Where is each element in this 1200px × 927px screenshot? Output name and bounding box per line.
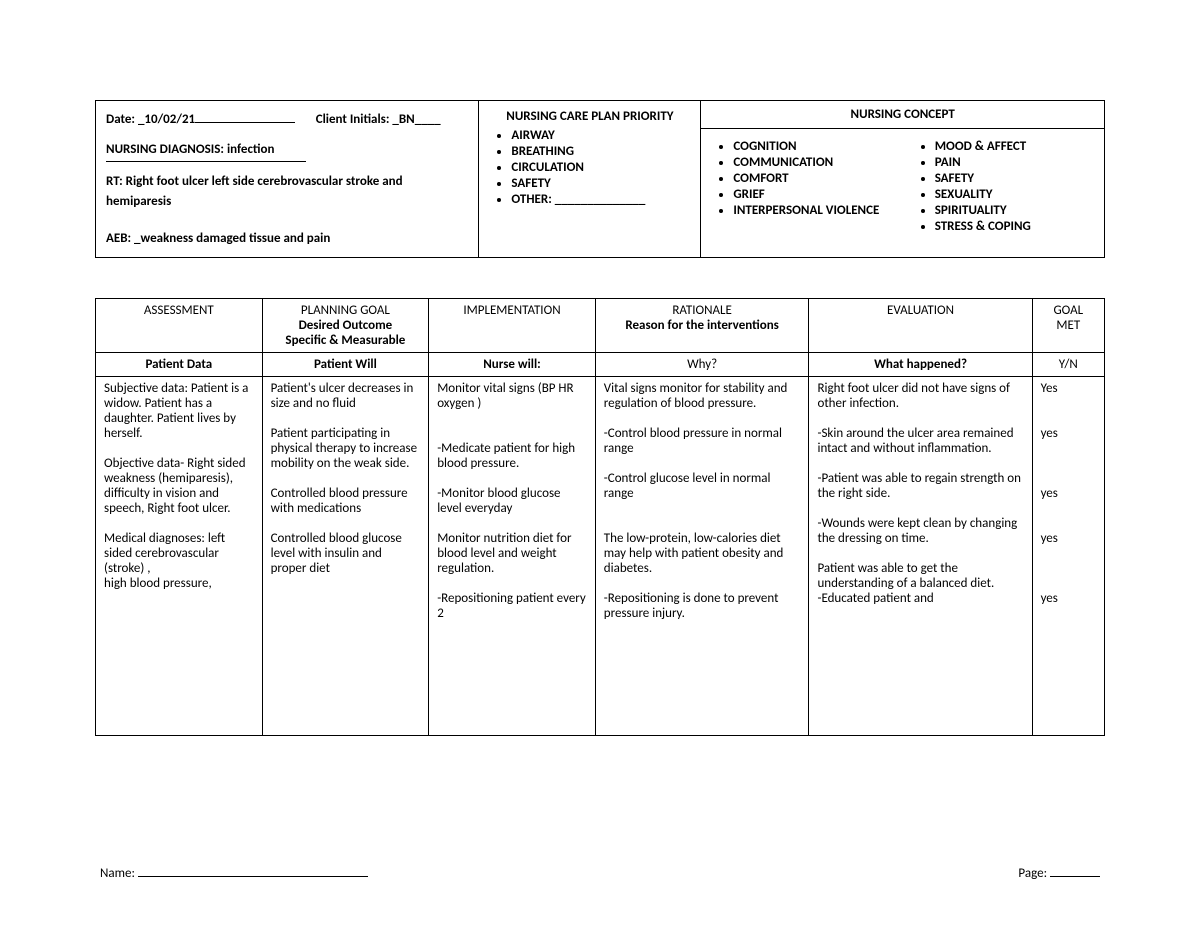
hdr-goalmet: GOAL MET — [1053, 303, 1083, 333]
footer-name-label: Name: — [100, 866, 135, 881]
col-goalmet: GOAL MET — [1032, 298, 1104, 352]
concept-item: SAFETY — [935, 171, 1094, 186]
hdr-planning-sub1: Desired Outcome — [299, 318, 393, 333]
col-implementation: IMPLEMENTATION — [429, 298, 596, 352]
header-left-cell: Date: _10/02/21 Client Initials: _BN____… — [96, 101, 479, 258]
sub-assessment-text: Patient Data — [145, 357, 212, 372]
priority-item: OTHER: ______________ — [511, 192, 690, 207]
initials-value: _BN____ — [392, 112, 440, 127]
body-goalmet: Yes yes yes yes yes — [1032, 376, 1104, 735]
hdr-planning: PLANNING GOAL — [301, 303, 390, 318]
table-header-row: ASSESSMENT PLANNING GOAL Desired Outcome… — [96, 298, 1105, 352]
sub-goalmet: Y/N — [1032, 352, 1104, 376]
sub-planning: Patient Will — [262, 352, 429, 376]
hdr-evaluation: EVALUATION — [887, 303, 954, 318]
body-evaluation: Right foot ulcer did not have signs of o… — [809, 376, 1032, 735]
concept-item: COMFORT — [733, 171, 892, 186]
body-rationale: Vital signs monitor for stability and re… — [595, 376, 809, 735]
initials-label: Client Initials: — [316, 112, 390, 127]
concept-item: SEXUALITY — [935, 187, 1094, 202]
concept-item: PAIN — [935, 155, 1094, 170]
priority-item: AIRWAY — [511, 128, 690, 143]
col-rationale: RATIONALE Reason for the interventions — [595, 298, 809, 352]
hdr-assessment: ASSESSMENT — [144, 303, 214, 318]
col-assessment: ASSESSMENT — [96, 298, 263, 352]
page-footer: Name: Page: — [100, 866, 1100, 881]
priority-item: BREATHING — [511, 144, 690, 159]
concept-item: COGNITION — [733, 139, 892, 154]
sub-goalmet-text: Y/N — [1059, 357, 1078, 372]
sub-assessment: Patient Data — [96, 352, 263, 376]
care-plan-table: ASSESSMENT PLANNING GOAL Desired Outcome… — [95, 298, 1105, 736]
footer-name-line — [138, 876, 368, 877]
footer-name: Name: — [100, 866, 368, 881]
header-table: Date: _10/02/21 Client Initials: _BN____… — [95, 100, 1105, 258]
footer-page-label: Page: — [1018, 866, 1047, 881]
priority-list: AIRWAY BREATHING CIRCULATION SAFETY OTHE… — [489, 128, 690, 207]
col-planning: PLANNING GOAL Desired Outcome Specific &… — [262, 298, 429, 352]
footer-page: Page: — [1018, 866, 1100, 881]
hdr-implementation: IMPLEMENTATION — [463, 303, 560, 318]
priority-item: SAFETY — [511, 176, 690, 191]
sub-planning-text: Patient Will — [314, 357, 377, 372]
sub-rationale-text: Why? — [687, 357, 717, 372]
diagnosis-label: NURSING DIAGNOSIS: — [106, 142, 224, 157]
concept-list-1: COGNITION COMMUNICATION COMFORT GRIEF IN… — [711, 139, 892, 218]
sub-evaluation-text: What happened? — [874, 357, 967, 372]
rt-value: Right foot ulcer left side cerebrovascul… — [106, 174, 403, 209]
hdr-planning-sub2: Specific & Measurable — [285, 333, 405, 348]
sub-implementation-text: Nurse will: — [483, 357, 541, 372]
concept-item: STRESS & COPING — [935, 219, 1094, 234]
date-label: Date: — [106, 112, 135, 127]
concept-item: GRIEF — [733, 187, 892, 202]
concept-title: NURSING CONCEPT — [701, 101, 1104, 129]
diagnosis-underline — [106, 161, 306, 162]
date-value: _10/02/21 — [138, 112, 195, 127]
table-subheader-row: Patient Data Patient Will Nurse will: Wh… — [96, 352, 1105, 376]
priority-title: NURSING CARE PLAN PRIORITY — [489, 109, 690, 124]
diagnosis-value: infection — [227, 142, 275, 157]
priority-cell: NURSING CARE PLAN PRIORITY AIRWAY BREATH… — [479, 101, 701, 258]
hdr-rationale: RATIONALE — [672, 303, 732, 318]
hdr-rationale-sub: Reason for the interventions — [625, 318, 778, 333]
date-underline — [195, 109, 295, 123]
body-implementation: Monitor vital signs (BP HR oxygen ) -Med… — [429, 376, 596, 735]
sub-evaluation: What happened? — [809, 352, 1032, 376]
body-assessment: Subjective data: Patient is a widow. Pat… — [96, 376, 263, 735]
footer-page-line — [1050, 876, 1100, 877]
document-page: Date: _10/02/21 Client Initials: _BN____… — [0, 0, 1200, 927]
body-planning: Patient's ulcer decreases in size and no… — [262, 376, 429, 735]
concept-item: INTERPERSONAL VIOLENCE — [733, 203, 892, 218]
concept-item: MOOD & AFFECT — [935, 139, 1094, 154]
sub-rationale: Why? — [595, 352, 809, 376]
table-body-row: Subjective data: Patient is a widow. Pat… — [96, 376, 1105, 735]
rt-label: RT: — [106, 174, 123, 189]
priority-item: CIRCULATION — [511, 160, 690, 175]
col-evaluation: EVALUATION — [809, 298, 1032, 352]
sub-implementation: Nurse will: — [429, 352, 596, 376]
concept-item: COMMUNICATION — [733, 155, 892, 170]
aeb-value: _weakness damaged tissue and pain — [134, 231, 330, 246]
aeb-label: AEB: — [106, 231, 131, 246]
concept-item: SPIRITUALITY — [935, 203, 1094, 218]
concept-cell: NURSING CONCEPT COGNITION COMMUNICATION … — [701, 101, 1105, 258]
concept-list-2: MOOD & AFFECT PAIN SAFETY SEXUALITY SPIR… — [913, 139, 1094, 234]
